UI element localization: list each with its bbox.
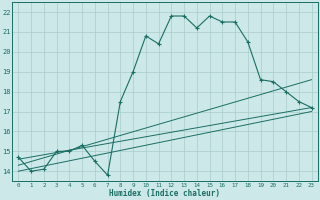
X-axis label: Humidex (Indice chaleur): Humidex (Indice chaleur)	[109, 189, 220, 198]
